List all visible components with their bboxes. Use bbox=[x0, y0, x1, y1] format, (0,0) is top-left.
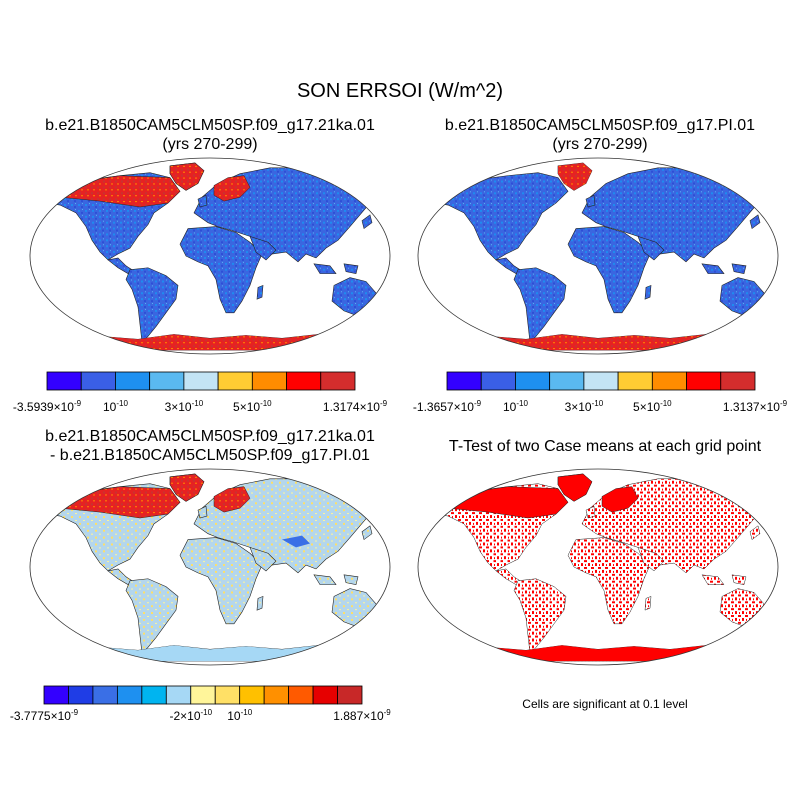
colorbar-swatch bbox=[92, 685, 118, 705]
colorbar-swatch bbox=[239, 685, 265, 705]
colorbar-swatch bbox=[480, 371, 516, 391]
colorbar-panel-3: -3.7775×10-9 -2×10-10 10-10 1.887×10-9 bbox=[10, 685, 391, 723]
colorbar-tick-label: 10-10 bbox=[227, 708, 252, 723]
colorbar-swatch bbox=[337, 685, 363, 705]
colorbar-tick-label: 10-10 bbox=[103, 399, 128, 414]
colorbar-swatch bbox=[165, 685, 192, 705]
colorbar-tick-label: 10-10 bbox=[503, 399, 528, 414]
colorbar-tick-label: -3.5939×10-9 bbox=[13, 399, 82, 414]
panel-3-title: b.e21.B1850CAM5CLM50SP.f09_g17.21ka.01 -… bbox=[0, 427, 420, 465]
colorbar-swatch bbox=[446, 371, 482, 391]
colorbar-tick-label: 5×10-10 bbox=[633, 399, 672, 414]
colorbar-swatch bbox=[583, 371, 619, 391]
colorbar-swatch bbox=[80, 371, 116, 391]
panel-4-title: T-Test of two Case means at each grid po… bbox=[448, 438, 762, 455]
colorbar-swatch bbox=[190, 685, 216, 705]
colorbar-tick-label: -3.7775×10-9 bbox=[10, 708, 79, 723]
panel-1-title: b.e21.B1850CAM5CLM50SP.f09_g17.21ka.01 (… bbox=[0, 116, 420, 154]
colorbar-swatch bbox=[651, 371, 687, 391]
panel-2-title-line-1: b.e21.B1850CAM5CLM50SP.f09_g17.PI.01 bbox=[444, 117, 756, 134]
panel-2-title: b.e21.B1850CAM5CLM50SP.f09_g17.PI.01 (yr… bbox=[395, 116, 800, 154]
colorbar-tick-label: 1.3137×10-9 bbox=[723, 399, 788, 414]
colorbar-swatch bbox=[46, 371, 82, 391]
panel-3-title-line-2: - b.e21.B1850CAM5CLM50SP.f09_g17.PI.01 bbox=[50, 447, 370, 464]
panel-2-title-line-2: (yrs 270-299) bbox=[552, 136, 648, 153]
colorbar-swatch bbox=[149, 371, 185, 391]
colorbar-swatch bbox=[515, 371, 551, 391]
colorbar-panel-2: -1.3657×10-9 10-10 3×10-10 5×10-10 1.3137×10… bbox=[413, 371, 788, 414]
colorbar-swatch bbox=[263, 685, 290, 705]
map-panel-3 bbox=[29, 468, 391, 666]
colorbar-tick-label: -1.3657×10-9 bbox=[413, 399, 482, 414]
colorbar-panel-1: -3.5939×10-9 10-10 3×10-10 5×10-10 1.3174×10… bbox=[13, 371, 388, 414]
panel-1-title-line-1: b.e21.B1850CAM5CLM50SP.f09_g17.21ka.01 bbox=[45, 117, 375, 134]
map-panel-4 bbox=[417, 468, 779, 666]
colorbar-tick-label: -2×10-10 bbox=[169, 708, 212, 723]
colorbar-swatch bbox=[720, 371, 756, 391]
colorbar-swatch bbox=[251, 371, 287, 391]
map-panel-2 bbox=[417, 157, 779, 355]
colorbar-tick-label: 1.887×10-9 bbox=[333, 708, 391, 723]
colorbar-swatch bbox=[43, 685, 69, 705]
colorbar-swatch bbox=[288, 685, 314, 705]
colorbar-swatch bbox=[320, 371, 356, 391]
colorbar-swatch bbox=[183, 371, 219, 391]
colorbar-tick-label: 3×10-10 bbox=[565, 399, 604, 414]
colorbar-swatch bbox=[68, 685, 94, 705]
colorbar-tick-label: 1.3174×10-9 bbox=[323, 399, 388, 414]
panel-3-title-line-1: b.e21.B1850CAM5CLM50SP.f09_g17.21ka.01 bbox=[45, 428, 375, 445]
significance-note: Cells are significant at 0.1 level bbox=[522, 697, 688, 711]
colorbar-swatch bbox=[116, 685, 143, 705]
colorbar-swatch bbox=[549, 371, 585, 391]
colorbar-swatch bbox=[686, 371, 722, 391]
colorbar-swatch bbox=[312, 685, 338, 705]
colorbar-swatch bbox=[286, 371, 322, 391]
map-panel-1 bbox=[29, 157, 391, 355]
colorbar-tick-label: 5×10-10 bbox=[233, 399, 272, 414]
figure-title: SON ERRSOI (W/m^2) bbox=[296, 80, 504, 102]
colorbar-tick-label: 3×10-10 bbox=[165, 399, 204, 414]
colorbar-swatch bbox=[617, 371, 653, 391]
colorbar-swatch bbox=[214, 685, 241, 705]
colorbar-swatch bbox=[141, 685, 167, 705]
colorbar-swatch bbox=[217, 371, 253, 391]
panel-1-title-line-2: (yrs 270-299) bbox=[162, 136, 258, 153]
colorbar-swatch bbox=[115, 371, 151, 391]
